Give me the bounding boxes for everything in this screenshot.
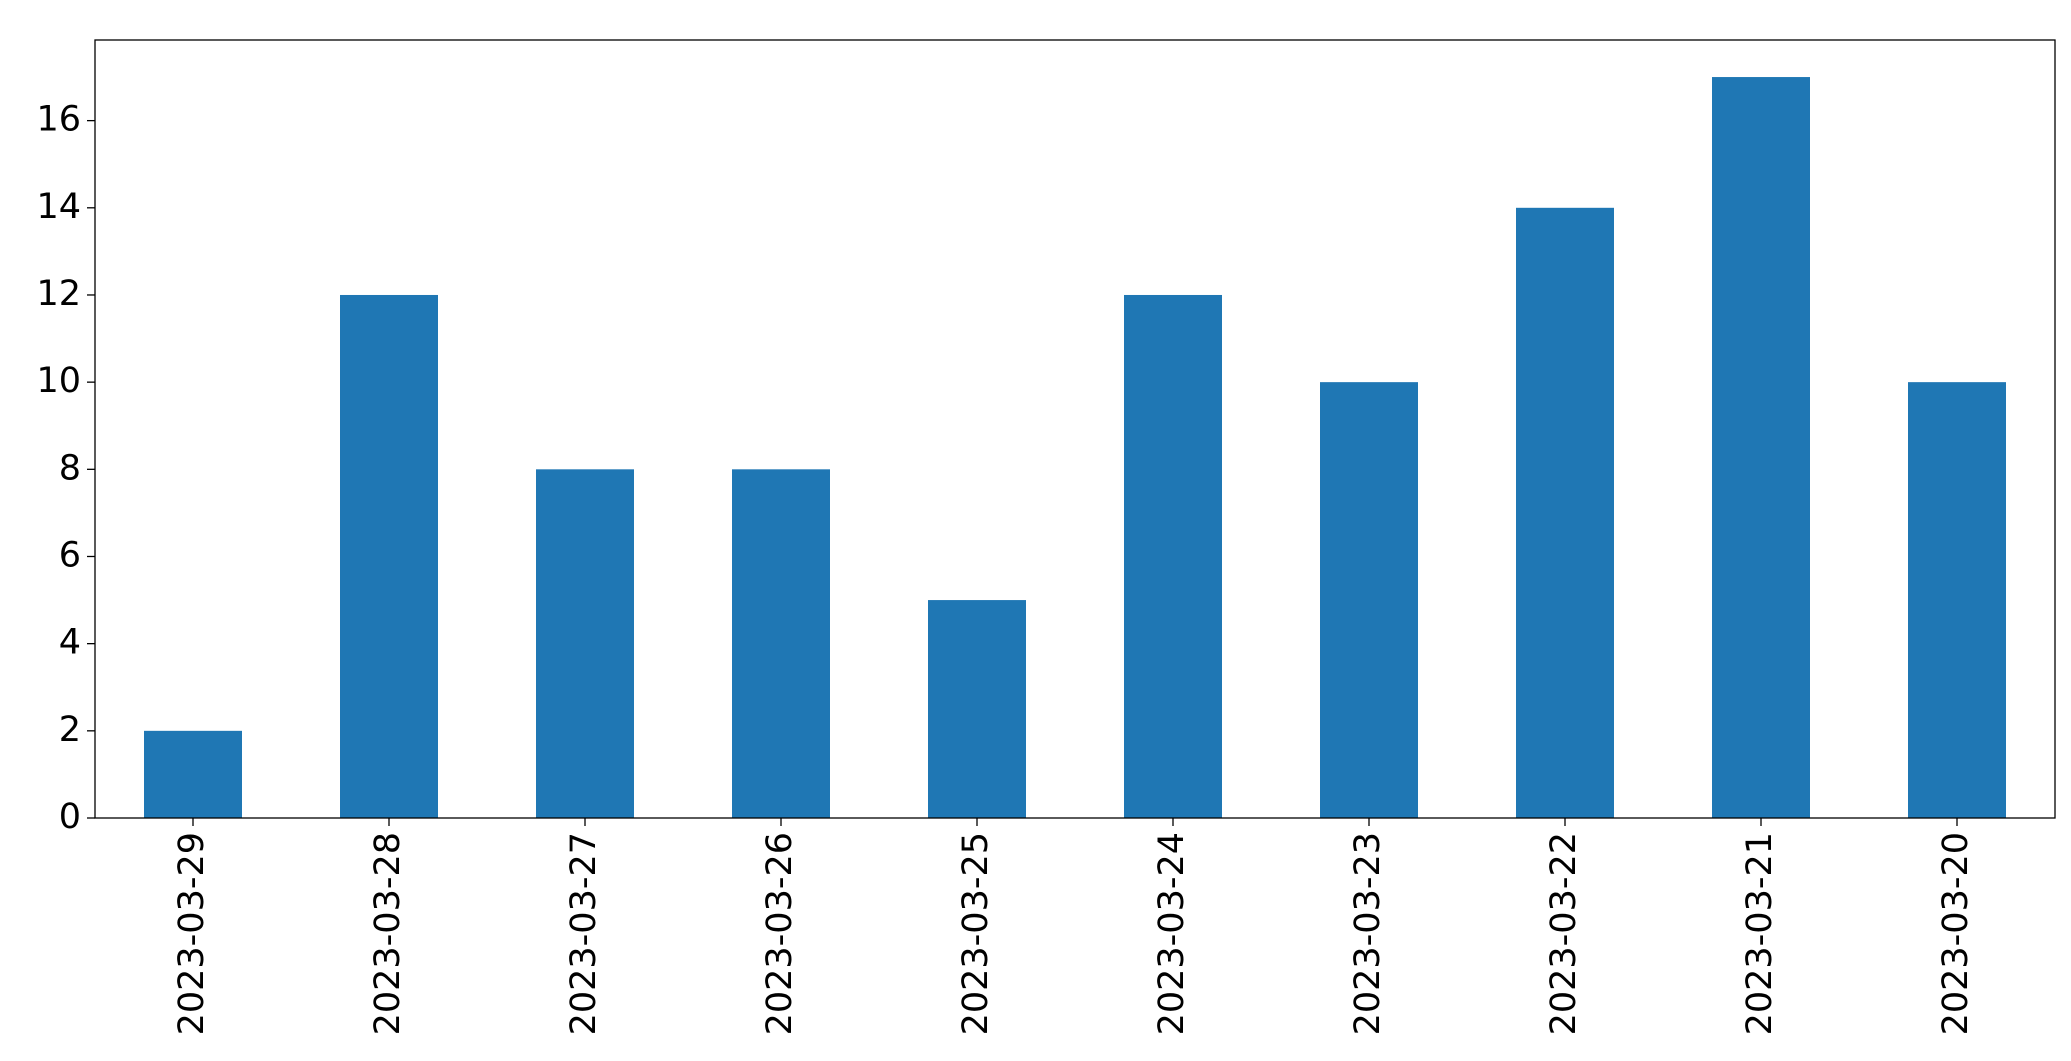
x-tick-label: 2023-03-26 bbox=[760, 832, 800, 1035]
bar bbox=[340, 294, 438, 818]
bar bbox=[1516, 207, 1614, 818]
y-tick-label: 14 bbox=[36, 187, 81, 227]
x-tick-label: 2023-03-28 bbox=[368, 832, 408, 1035]
y-tick-label: 10 bbox=[36, 361, 81, 401]
x-tick-label: 2023-03-22 bbox=[1544, 832, 1584, 1035]
bar bbox=[1124, 294, 1222, 818]
plot-frame bbox=[94, 39, 2056, 819]
bar bbox=[732, 469, 830, 818]
y-tick-label: 12 bbox=[36, 274, 81, 314]
bar bbox=[1908, 382, 2006, 818]
y-tick-label: 8 bbox=[59, 448, 81, 488]
x-tick-label: 2023-03-29 bbox=[172, 832, 212, 1035]
bar bbox=[928, 600, 1026, 818]
x-tick-label: 2023-03-23 bbox=[1348, 832, 1388, 1035]
y-tick-label: 2 bbox=[59, 710, 81, 750]
x-tick-label: 2023-03-20 bbox=[1936, 832, 1976, 1035]
y-tick-label: 16 bbox=[36, 100, 81, 140]
x-tick-label: 2023-03-25 bbox=[956, 832, 996, 1035]
bar bbox=[144, 730, 242, 818]
y-tick-label: 6 bbox=[59, 535, 81, 575]
bar bbox=[1320, 382, 1418, 818]
bar bbox=[1712, 77, 1810, 819]
bar bbox=[536, 469, 634, 818]
x-tick-label: 2023-03-24 bbox=[1152, 832, 1192, 1035]
y-tick-label: 0 bbox=[59, 797, 81, 837]
x-tick-label: 2023-03-27 bbox=[564, 832, 604, 1035]
x-tick-label: 2023-03-21 bbox=[1740, 832, 1780, 1035]
y-tick-label: 4 bbox=[59, 623, 81, 663]
